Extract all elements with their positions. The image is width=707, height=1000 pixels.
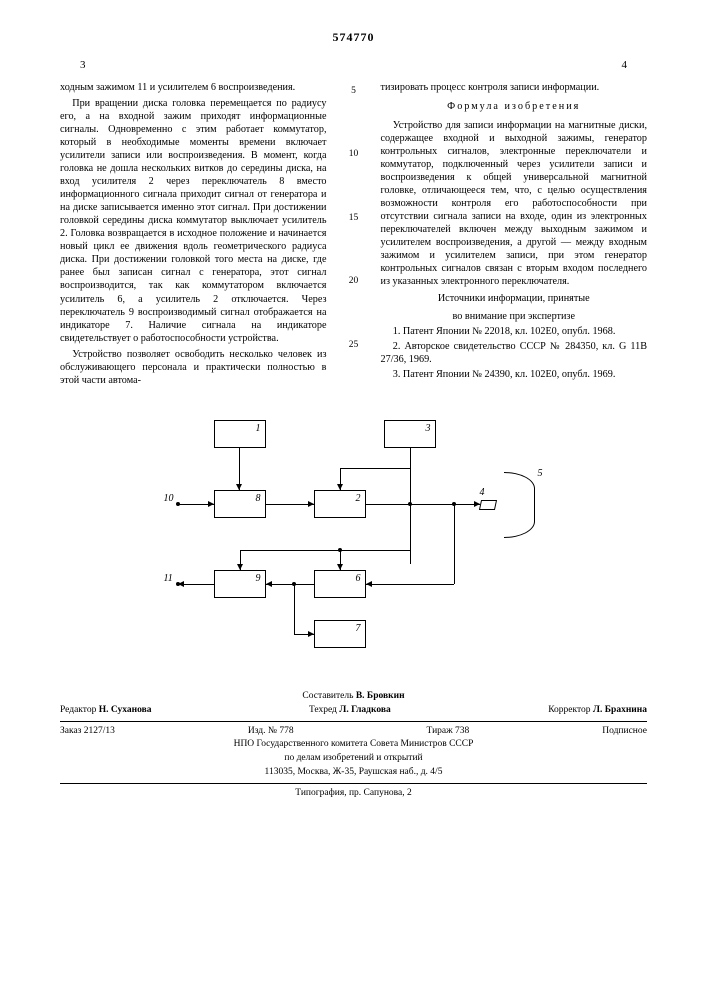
corrector: Корректор Л. Брахнина (548, 705, 647, 717)
corrector-name: Л. Брахнина (593, 705, 647, 715)
divider (60, 783, 647, 784)
page-num-right: 4 (622, 59, 628, 73)
label-11: 11 (164, 573, 173, 586)
techred-label: Техред (309, 705, 337, 715)
arrow-icon (308, 631, 314, 637)
composer-label: Составитель (302, 691, 353, 701)
line-15: 15 (349, 214, 359, 224)
label-1: 1 (256, 423, 261, 436)
line-5: 5 (351, 87, 356, 97)
terminal-node (176, 582, 180, 586)
address-line: 113035, Москва, Ж-35, Раушская наб., д. … (60, 766, 647, 780)
label-3: 3 (426, 423, 431, 436)
column-page-numbers: 3 4 (60, 59, 647, 73)
wire (366, 584, 454, 585)
page-num-left: 3 (80, 59, 86, 73)
techred-name: Л. Гладкова (339, 705, 390, 715)
line-number-gutter: 5 10 15 20 25 (347, 81, 361, 390)
ref-2: 2. Авторское свидетельство СССР № 284350… (381, 340, 648, 366)
arrow-icon (337, 484, 343, 490)
org-line-2: по делам изобретений и открытий (60, 752, 647, 766)
subscribe: Подписное (602, 726, 647, 738)
label-8: 8 (256, 493, 261, 506)
line-10: 10 (349, 150, 359, 160)
editor-name: Н. Суханова (99, 705, 152, 715)
label-2: 2 (356, 493, 361, 506)
junction-node (292, 582, 296, 586)
print-info-row: Заказ 2127/13 Изд. № 778 Тираж 738 Подпи… (60, 725, 647, 739)
wire (240, 550, 411, 551)
wire (340, 468, 410, 469)
composer-line: Составитель В. Бровкин (60, 690, 647, 704)
left-p2: Устройство позволяет освободить нескольк… (60, 348, 327, 387)
arrow-icon (337, 564, 343, 570)
wire (454, 504, 455, 584)
refs-title-1: Источники информации, принятые (381, 292, 648, 305)
block-4-head (478, 500, 496, 510)
wire (366, 504, 480, 505)
right-p0: тизировать процесс контроля записи инфор… (381, 81, 648, 94)
label-4: 4 (480, 487, 485, 500)
references-block: Источники информации, принятые во вниман… (381, 292, 648, 380)
ref-3: 3. Патент Японии № 24390, кл. 102E0, опу… (381, 368, 648, 381)
wire (410, 448, 411, 468)
arrow-icon (236, 484, 242, 490)
tirazh: Тираж 738 (427, 726, 470, 738)
block-diagram: 1 3 8 2 4 5 9 6 7 10 (144, 420, 564, 660)
line-25: 25 (349, 341, 359, 351)
wire (266, 504, 314, 505)
junction-node (338, 548, 342, 552)
junction-node (452, 502, 456, 506)
editor: Редактор Н. Суханова (60, 705, 151, 717)
arrow-icon (208, 501, 214, 507)
divider (60, 721, 647, 722)
wire (294, 584, 295, 634)
imprint-footer: Составитель В. Бровкин Редактор Н. Сухан… (60, 690, 647, 801)
label-6: 6 (356, 573, 361, 586)
label-9: 9 (256, 573, 261, 586)
wire (266, 584, 314, 585)
formula-title: Формула изобретения (381, 100, 648, 113)
credits-row: Редактор Н. Суханова Техред Л. Гладкова … (60, 704, 647, 718)
line-20: 20 (349, 277, 359, 287)
junction-node (408, 502, 412, 506)
arrow-icon (237, 564, 243, 570)
block-5-disk (504, 472, 535, 538)
document-page: 574770 3 4 ходным зажимом 11 и усилителе… (0, 0, 707, 831)
left-p1: При вращении диска головка перемещается … (60, 97, 327, 345)
arrow-icon (308, 501, 314, 507)
techred: Техред Л. Гладкова (309, 705, 391, 717)
org-line-1: НПО Государственного комитета Совета Мин… (60, 738, 647, 752)
corrector-label: Корректор (548, 705, 590, 715)
composer-name: В. Бровкин (356, 691, 405, 701)
editor-label: Редактор (60, 705, 96, 715)
left-p0: ходным зажимом 11 и усилителем 6 воспрои… (60, 81, 327, 94)
right-p1: Устройство для записи информации на магн… (381, 119, 648, 289)
arrow-icon (366, 581, 372, 587)
arrow-icon (266, 581, 272, 587)
typography-line: Типография, пр. Сапунова, 2 (60, 787, 647, 801)
document-number: 574770 (60, 30, 647, 45)
label-10: 10 (164, 493, 174, 506)
izd-no: Изд. № 778 (248, 726, 294, 738)
ref-1: 1. Патент Японии № 22018, кл. 102E0, опу… (381, 325, 648, 338)
left-column: ходным зажимом 11 и усилителем 6 воспрои… (60, 81, 327, 390)
refs-title-2: во внимание при экспертизе (381, 310, 648, 323)
terminal-node (176, 502, 180, 506)
wire (410, 550, 411, 564)
label-7: 7 (356, 623, 361, 636)
arrow-icon (474, 501, 480, 507)
order-no: Заказ 2127/13 (60, 726, 115, 738)
label-5: 5 (538, 468, 543, 481)
right-column: тизировать процесс контроля записи инфор… (381, 81, 648, 390)
two-column-text: ходным зажимом 11 и усилителем 6 воспрои… (60, 81, 647, 390)
